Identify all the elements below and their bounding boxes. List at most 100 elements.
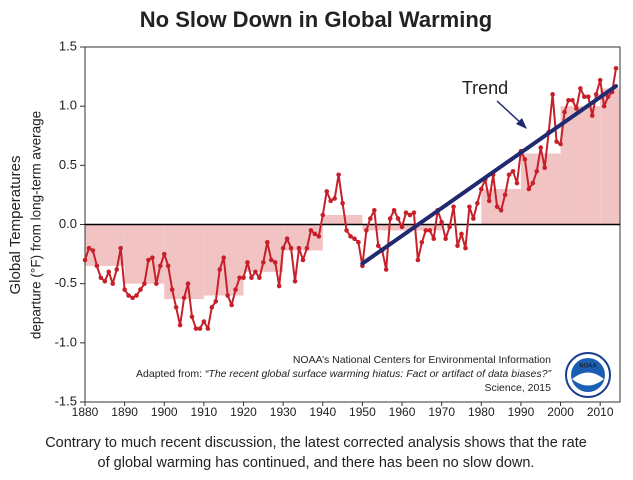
data-point <box>134 293 139 298</box>
data-point <box>229 302 234 308</box>
data-point <box>447 224 452 230</box>
x-tick-label: 1890 <box>111 405 138 419</box>
y-tick-label: 1.5 <box>59 38 77 53</box>
y-axis-label: departure (°F) from long-term average <box>29 111 44 339</box>
data-point <box>142 281 147 286</box>
data-point <box>249 275 254 281</box>
data-point <box>443 236 448 241</box>
data-point <box>98 275 104 281</box>
decade-bar <box>283 224 323 251</box>
data-point <box>312 231 318 237</box>
x-tick-label: 1950 <box>349 405 376 419</box>
data-point <box>399 224 405 230</box>
data-point <box>451 204 456 210</box>
data-point <box>264 239 270 245</box>
data-point <box>130 295 135 301</box>
data-point <box>530 180 536 186</box>
data-point <box>268 257 274 263</box>
source-prefix: Adapted from: <box>136 368 205 380</box>
data-point <box>94 263 100 269</box>
data-point <box>601 103 607 109</box>
data-point <box>534 168 540 174</box>
data-point <box>205 326 211 331</box>
y-tick-label: 0.0 <box>59 216 77 231</box>
data-point <box>585 94 591 99</box>
data-point <box>296 245 302 251</box>
data-point <box>356 239 361 245</box>
data-point <box>217 267 223 272</box>
data-point <box>157 263 163 269</box>
y-tick-label: 1.0 <box>59 98 77 113</box>
y-tick-label: -1.5 <box>55 393 77 408</box>
data-point <box>241 275 246 281</box>
data-point <box>280 245 286 251</box>
data-point <box>150 255 155 260</box>
data-point <box>403 210 409 215</box>
x-tick-label: 1970 <box>428 405 455 419</box>
data-point <box>542 165 548 170</box>
y-tick-label: -1.0 <box>55 334 77 349</box>
data-point <box>419 239 425 245</box>
y-tick-label: -0.5 <box>55 275 77 290</box>
y-axis-label: Global Temperatures <box>7 156 24 295</box>
caption: of global warming has continued, and the… <box>98 455 535 471</box>
data-point <box>177 322 183 328</box>
decade-bar <box>560 106 601 225</box>
data-point <box>344 228 349 233</box>
data-point <box>316 234 322 239</box>
data-point <box>165 263 171 269</box>
data-point <box>510 168 516 174</box>
decade-bar <box>322 215 363 225</box>
y-tick-label: 0.5 <box>59 157 77 172</box>
x-tick-label: 1940 <box>309 405 336 419</box>
data-point <box>597 77 603 83</box>
data-point <box>502 192 508 198</box>
logo-bird <box>572 372 604 386</box>
data-point <box>261 260 266 265</box>
data-point <box>486 198 492 204</box>
trend-arrowhead <box>516 118 527 129</box>
data-point <box>122 287 127 292</box>
source: NOAA’s National Centers for Environmenta… <box>293 354 551 366</box>
data-point <box>324 189 330 194</box>
data-point <box>554 139 559 144</box>
data-point <box>589 113 595 118</box>
data-point <box>368 216 373 221</box>
data-point <box>526 186 532 192</box>
data-point <box>272 260 278 265</box>
data-point <box>118 245 123 251</box>
x-tick-label: 1910 <box>191 405 218 419</box>
data-point <box>257 275 262 281</box>
data-point <box>550 92 555 97</box>
data-point <box>605 94 611 99</box>
data-point <box>494 204 500 210</box>
data-point <box>467 204 472 210</box>
data-point <box>308 228 314 233</box>
data-point <box>439 219 444 225</box>
data-point <box>292 279 298 284</box>
data-point <box>146 257 151 263</box>
data-point <box>114 267 120 272</box>
data-point <box>300 257 306 263</box>
trend-line <box>360 84 619 266</box>
data-point <box>253 269 258 275</box>
x-tick-label: 1980 <box>468 405 495 419</box>
x-tick-label: 1920 <box>230 405 257 419</box>
data-point <box>161 251 167 257</box>
data-point <box>320 212 326 218</box>
data-point <box>383 267 389 272</box>
data-point <box>411 210 417 215</box>
decade-bar <box>402 224 442 231</box>
caption: Contrary to much recent discussion, the … <box>45 435 587 451</box>
data-point <box>463 245 468 251</box>
data-point <box>193 326 199 331</box>
data-point <box>173 305 179 310</box>
data-point <box>225 293 230 298</box>
data-point <box>106 269 112 275</box>
data-point <box>276 283 282 289</box>
data-point <box>395 216 401 221</box>
data-point <box>189 314 195 320</box>
data-point <box>514 180 520 186</box>
data-point <box>562 109 567 115</box>
